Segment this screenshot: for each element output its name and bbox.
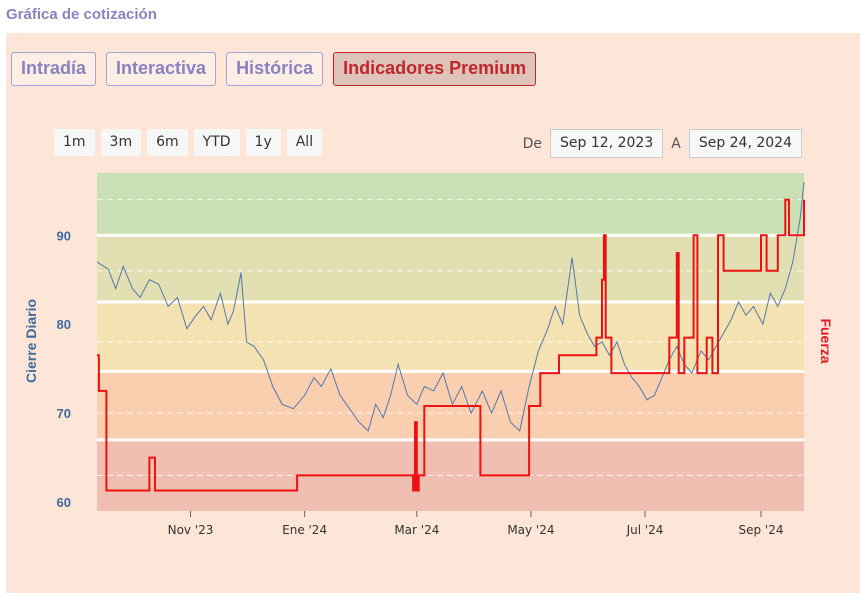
y-tick-label: 70 — [57, 406, 71, 421]
strength-band — [97, 235, 804, 302]
y-tick-label: 60 — [57, 495, 71, 510]
x-tick-label: Nov '23 — [168, 523, 214, 537]
page-title: Gráfica de cotización — [6, 6, 157, 23]
x-tick-label: Ene '24 — [282, 523, 327, 537]
price-strength-chart: 60 70 80 90 Nov '23 Ene '24 Mar '24 May '24 Jul… — [23, 173, 834, 537]
range-button-1m[interactable]: 1m — [54, 129, 95, 156]
series-line-fuerza — [97, 198, 805, 492]
tab-intradia[interactable]: Intradía — [11, 52, 97, 86]
y-tick-label: 80 — [57, 317, 71, 332]
series-line-cierre-diario — [96, 181, 805, 432]
chart-panel: Intradía Interactiva Histórica Indicador… — [6, 33, 860, 593]
range-button-3m[interactable]: 3m — [100, 129, 142, 156]
range-button-all[interactable]: All — [286, 129, 323, 156]
y-tick-label: 90 — [57, 228, 71, 243]
range-button-6m[interactable]: 6m — [147, 129, 188, 156]
x-tick-label: Sep '24 — [738, 523, 783, 537]
date-range: De Sep 12, 2023 A Sep 24, 2024 — [523, 129, 802, 158]
y2-axis-title: Fuerza — [818, 318, 834, 363]
x-axis-ticks: Nov '23 Ene '24 Mar '24 May '24 Jul '24 Sep '… — [168, 511, 783, 537]
strength-bands — [97, 173, 804, 511]
y-axis-title: Cierre Diario — [23, 299, 39, 383]
grid-lines — [97, 199, 804, 476]
date-from-label: De — [522, 135, 543, 152]
range-button-ytd[interactable]: YTD — [193, 129, 240, 156]
tab-interactiva[interactable]: Interactiva — [106, 52, 217, 86]
x-tick-label: Mar '24 — [394, 523, 439, 537]
x-tick-label: May '24 — [507, 523, 554, 537]
range-selector: 1m 3m 6m YTD 1y All — [54, 129, 323, 156]
x-tick-label: Jul '24 — [626, 523, 664, 537]
chart-tabs: Intradía Interactiva Histórica Indicador… — [11, 52, 537, 86]
strength-band — [97, 173, 804, 236]
date-to-input[interactable]: Sep 24, 2024 — [688, 129, 802, 158]
y-axis-ticks: 60 70 80 90 — [57, 228, 71, 510]
range-button-1y[interactable]: 1y — [245, 129, 281, 156]
tab-historica[interactable]: Histórica — [226, 52, 324, 86]
date-from-input[interactable]: Sep 12, 2023 — [550, 129, 664, 158]
tab-indicadores-premium[interactable]: Indicadores Premium — [333, 52, 537, 86]
date-to-label: A — [671, 135, 681, 152]
